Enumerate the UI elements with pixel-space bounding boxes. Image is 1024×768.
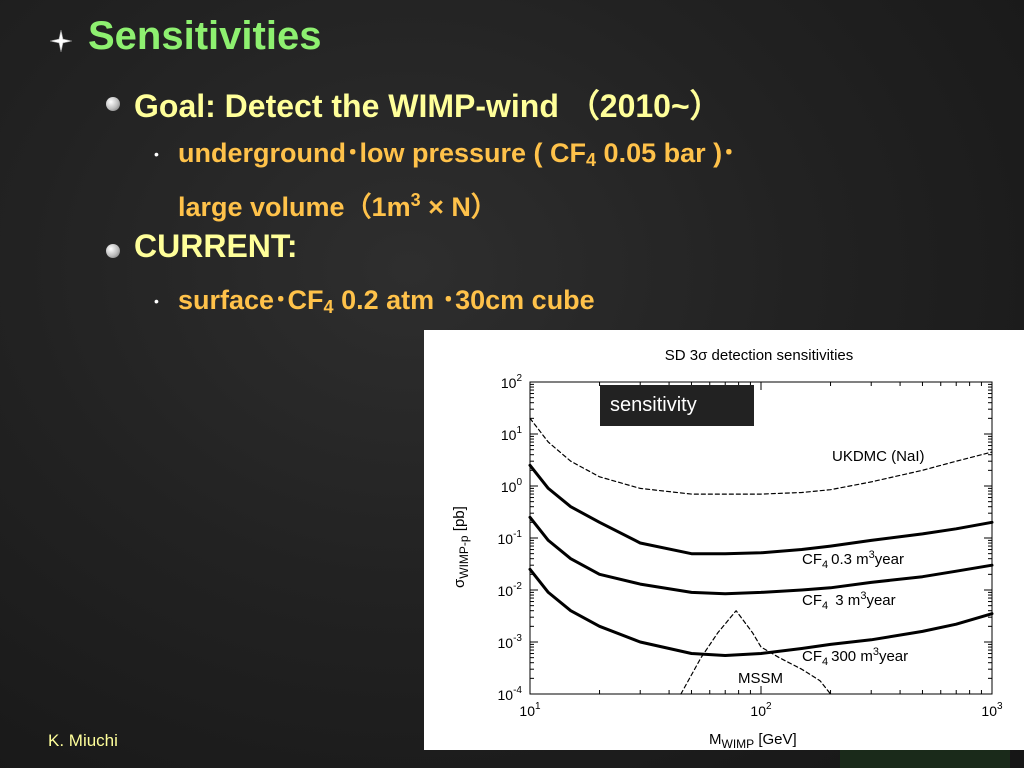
- y-tick-label: 101: [501, 425, 523, 443]
- label-cf4-300: CF4 300 m3year: [802, 646, 908, 668]
- goal-detail-part1: underground･low pressure ( CF: [178, 138, 587, 168]
- overlay-label-text: sensitivity: [610, 394, 697, 416]
- label-cf4-3: CF4 3 m3year: [802, 590, 896, 612]
- small-dot-icon: •: [154, 293, 159, 309]
- series-line-4: [680, 610, 832, 695]
- current-detail-text: surface･CF4 0.2 atm ･30cm cube: [178, 280, 595, 327]
- four-point-star-icon: [50, 30, 72, 52]
- goal-text: Goal: Detect the WIMP-wind （2010~）: [134, 88, 722, 124]
- series-line-1: [528, 463, 994, 556]
- goal-detail-part2: 0.05 bar )･: [596, 138, 736, 168]
- goal-detail-part4: × N）: [420, 192, 498, 222]
- small-dot-icon: •: [154, 146, 159, 162]
- y-tick-label: 10-2: [498, 581, 523, 599]
- series-line-2: [528, 515, 994, 596]
- current-detail-part1: surface･CF: [178, 285, 324, 315]
- y-tick-label: 10-4: [498, 685, 523, 703]
- current-text: CURRENT:: [134, 228, 298, 264]
- x-tick-label: 101: [519, 701, 541, 719]
- x-tick-label: 102: [750, 701, 772, 719]
- sphere-bullet-icon: [106, 97, 120, 111]
- goal-detail-sup: 3: [410, 190, 421, 210]
- series-line-3: [528, 567, 994, 657]
- sphere-bullet-icon: [106, 244, 120, 258]
- goal-detail-sub: 4: [586, 150, 597, 170]
- goal-detail-text: underground･low pressure ( CF4 0.05 bar …: [178, 133, 918, 227]
- sensitivity-chart-svg: SD 3σ detection sensitivities 101 102 103 1…: [451, 347, 1003, 751]
- current-detail-part2: 0.2 atm ･30cm cube: [333, 285, 595, 315]
- x-axis-label: MWIMP [GeV]: [709, 731, 797, 750]
- slide-heading: Sensitivities: [88, 14, 322, 58]
- goal-detail-part3: large volume（1m: [178, 192, 411, 222]
- y-tick-label: 102: [501, 373, 523, 391]
- current-detail-sub: 4: [323, 297, 334, 317]
- label-mssm: MSSM: [738, 670, 783, 687]
- y-tick-label: 10-1: [498, 529, 523, 547]
- sensitivity-overlay-label: sensitivity: [600, 385, 754, 426]
- label-ukdmc: UKDMC (NaI): [832, 448, 925, 465]
- label-cf4-0.3: CF4 0.3 m3year: [802, 549, 904, 571]
- chart-title: SD 3σ detection sensitivities: [665, 347, 854, 364]
- x-tick-label: 103: [981, 701, 1003, 719]
- y-axis-label: σWIMP-p [pb]: [451, 506, 471, 588]
- y-tick-label: 100: [501, 477, 523, 495]
- series-line-0: [529, 417, 993, 495]
- footer-author: K. Miuchi: [48, 731, 118, 750]
- y-tick-label: 10-3: [498, 633, 523, 651]
